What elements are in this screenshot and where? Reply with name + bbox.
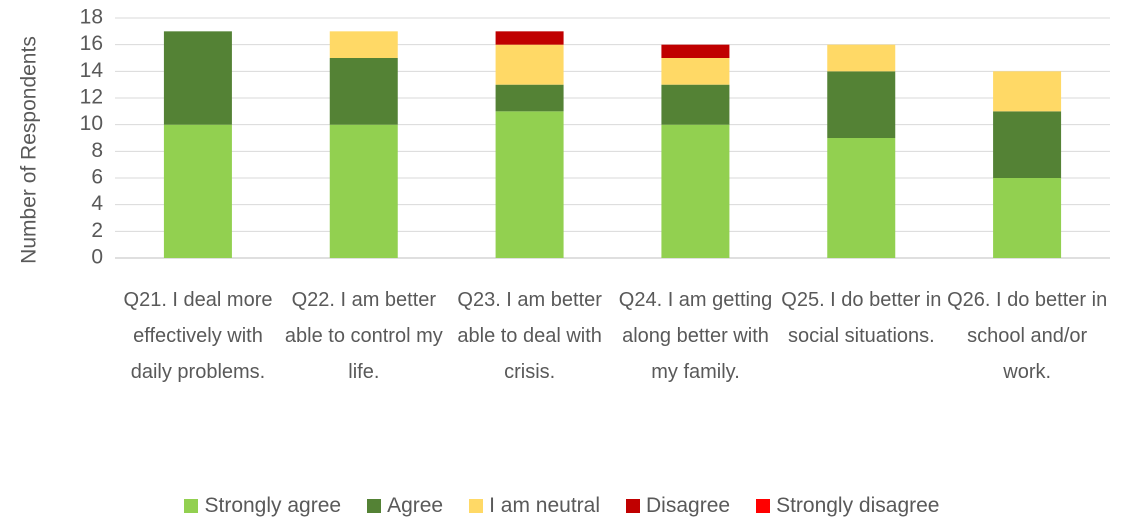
x-tick-label: Q22. I am better able to control my life… xyxy=(284,289,443,383)
bar-segment xyxy=(993,111,1062,178)
bar-segment xyxy=(661,44,730,58)
y-axis-label: Number of Respondents xyxy=(18,36,41,264)
legend-swatch xyxy=(626,499,641,513)
y-tick-label: 12 xyxy=(80,86,103,109)
bar-segment xyxy=(163,124,232,259)
legend-item: Agree xyxy=(367,494,443,518)
legend-item: Strongly disagree xyxy=(756,494,940,518)
bar-segment xyxy=(329,58,398,125)
bar-segment xyxy=(993,178,1062,258)
legend-label: Agree xyxy=(387,494,444,517)
bar-segment xyxy=(495,44,564,85)
bar-segment xyxy=(827,138,896,258)
legend-swatch xyxy=(184,499,199,513)
y-tick-label: 14 xyxy=(80,59,104,82)
bar-segment xyxy=(827,71,896,138)
legend-swatch xyxy=(367,499,382,513)
bar-segment xyxy=(495,31,564,45)
bar-segment xyxy=(329,31,398,58)
y-tick-label: 18 xyxy=(80,6,103,29)
bar-segment xyxy=(661,124,730,259)
legend: Strongly agree Agree I am neutral Disagree S… xyxy=(0,494,1124,518)
y-tick-label: 4 xyxy=(91,192,103,215)
x-tick-label: Q26. I do better in school and/or work. xyxy=(947,289,1108,383)
x-tick-label: Q25. I do better in social situations. xyxy=(781,289,942,347)
legend-swatch xyxy=(756,499,771,513)
bar-segment xyxy=(661,58,730,85)
legend-item: I am neutral xyxy=(469,494,600,518)
bar-segment xyxy=(827,44,896,72)
bar-segment xyxy=(495,111,564,258)
legend-label: Strongly agree xyxy=(204,494,342,517)
y-tick-label: 6 xyxy=(91,166,103,189)
y-tick-label: 2 xyxy=(91,219,103,242)
bar-segment xyxy=(495,84,564,112)
y-tick-label: 16 xyxy=(80,32,103,55)
legend-label: Strongly disagree xyxy=(776,494,940,517)
x-tick-label: Q21. I deal more effectively with daily … xyxy=(123,289,273,383)
legend-label: I am neutral xyxy=(489,494,601,517)
y-tick-label: 10 xyxy=(80,112,103,135)
legend-label: Disagree xyxy=(646,494,731,517)
x-tick-label: Q23. I am better able to deal with crisi… xyxy=(457,289,602,383)
bar-segment xyxy=(661,84,730,125)
x-tick-label: Q24. I am getting along better with my f… xyxy=(618,289,773,383)
bar-segment xyxy=(163,31,232,125)
legend-item: Strongly agree xyxy=(184,494,341,518)
legend-swatch xyxy=(469,499,484,513)
bar-segment xyxy=(329,124,398,259)
legend-item: Disagree xyxy=(626,494,730,518)
y-tick-label: 0 xyxy=(91,246,103,269)
y-tick-label: 8 xyxy=(91,139,103,162)
bar-segment xyxy=(993,71,1062,112)
